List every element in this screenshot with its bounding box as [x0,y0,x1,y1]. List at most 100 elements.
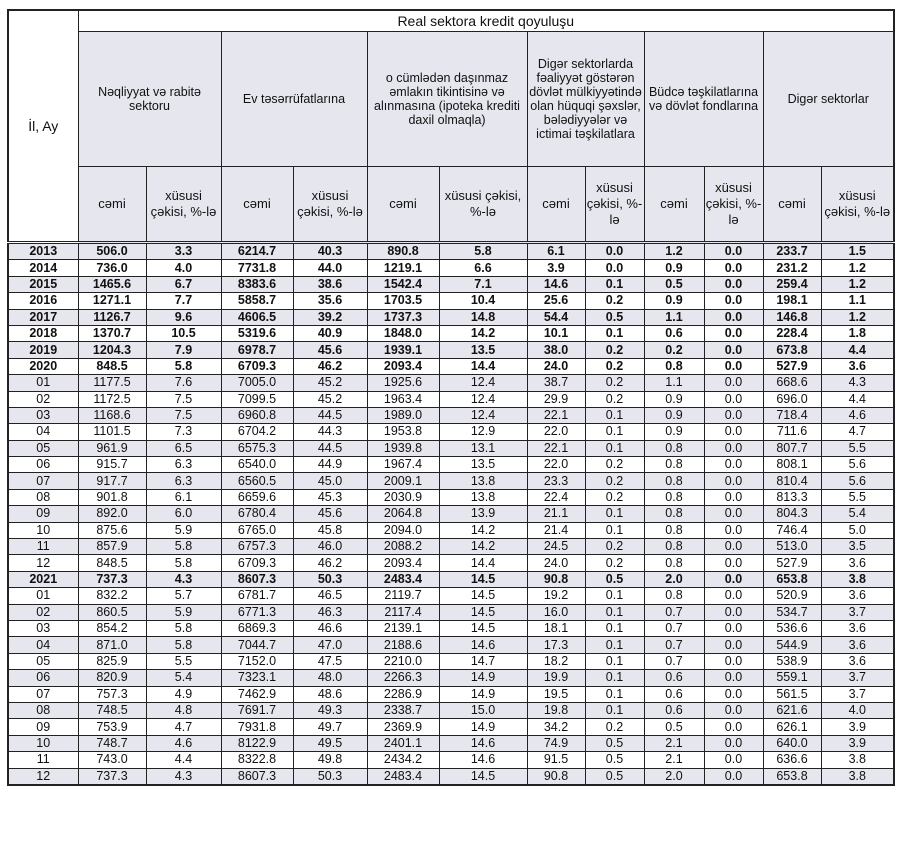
table-cell: 19.8 [526,701,586,720]
table-cell: 25.6 [526,292,586,310]
table-cell: 47.0 [292,636,368,654]
table-cell: 14.4 [438,554,528,572]
table-cell: 44.9 [292,456,368,474]
table-cell: 0.0 [703,505,764,523]
table-cell: 0.6 [643,669,705,687]
table-cell: 44.5 [292,406,368,425]
table-cell: 808.1 [762,456,822,474]
table-cell: 0.0 [703,390,764,408]
table-cell: 890.8 [366,240,440,261]
table-cell: 0.0 [703,423,764,441]
table-cell: 14.5 [438,767,528,786]
table-cell: 0.2 [584,472,645,490]
table-cell: 1204.3 [77,341,147,359]
table-cell: 0.2 [584,488,645,507]
table-row: 11 743.0 4.4 8322.8 49.8 2434.2 14.6 91.5 0.5 2.1… [7,751,895,769]
table-cell: 0.5 [584,751,645,769]
table-cell: 12.4 [438,374,528,392]
table-cell: 3.6 [820,619,895,638]
table-cell: 621.6 [762,701,822,720]
table-row: 10 748.7 4.6 8122.9 49.5 2401.1 14.6 74.9 0.5 2.1… [7,734,895,753]
table-cell: 3.8 [820,767,895,786]
table-cell: 561.5 [762,685,822,703]
table-row: 01 832.2 5.7 6781.7 46.5 2119.7 14.5 19.2 0.1 0.8… [7,587,895,605]
table-cell: 1967.4 [366,456,440,474]
table-cell: 21.4 [526,521,586,540]
table-cell: 49.3 [292,701,368,720]
table-cell: 23.3 [526,472,586,490]
table-cell: 24.0 [526,554,586,572]
table-cell: 13.1 [438,439,528,458]
table-cell: 5.4 [820,505,895,523]
table-cell: 0.7 [643,636,705,654]
table-cell: 7731.8 [220,259,294,277]
table-cell: 3.6 [820,357,895,376]
table-cell: 6214.7 [220,240,294,261]
table-cell: 91.5 [526,751,586,769]
table-cell: 3.7 [820,669,895,687]
share-header: xüsusi çəkisi, %-lə [145,166,222,243]
table-cell: 0.0 [703,275,764,294]
table-cell: 6960.8 [220,406,294,425]
table-cell: 4.4 [820,341,895,359]
table-cell: 0.0 [703,341,764,359]
table-cell: 0.8 [643,538,705,556]
table-cell: 39.2 [292,308,368,326]
table-cell: 0.2 [584,390,645,408]
table-row: 2014 736.0 4.0 7731.8 44.0 1219.1 6.6 3.9 0.0 0.9… [7,259,895,277]
table-cell: 2139.1 [366,619,440,638]
table-cell: 19.9 [526,669,586,687]
table-cell: 14.6 [438,636,528,654]
table-cell: 0.0 [703,240,764,261]
table-cell: 12.4 [438,406,528,425]
table-cell: 45.8 [292,521,368,540]
table-cell: 6765.0 [220,521,294,540]
table-cell: 3.9 [820,734,895,753]
table-cell: 901.8 [77,488,147,507]
table-cell: 1989.0 [366,406,440,425]
table-cell: 6659.6 [220,488,294,507]
row-label: 2021 [7,570,79,589]
table-cell: 3.8 [820,751,895,769]
table-cell: 875.6 [77,521,147,540]
table-cell: 5.8 [438,240,528,261]
table-cell: 0.0 [584,259,645,277]
table-cell: 0.0 [703,701,764,720]
table-cell: 2369.9 [366,718,440,736]
table-cell: 0.8 [643,505,705,523]
table-cell: 810.4 [762,472,822,490]
table-cell: 0.1 [584,603,645,621]
row-label: 10 [7,734,79,753]
table-cell: 21.1 [526,505,586,523]
table-cell: 3.6 [820,587,895,605]
table-cell: 34.2 [526,718,586,736]
table-cell: 0.0 [703,554,764,572]
table-cell: 4.7 [145,718,222,736]
table-cell: 653.8 [762,570,822,589]
table-cell: 1.2 [820,308,895,326]
table-cell: 6.0 [145,505,222,523]
credit-table: İl, Ay Real sektora kredit qoyuluşu Nəql… [7,9,896,786]
share-header: xüsusi çəkisi, %-lə [292,166,368,243]
table-cell: 0.1 [584,439,645,458]
table-cell: 146.8 [762,308,822,326]
table-cell: 0.5 [643,275,705,294]
table-cell: 0.0 [703,603,764,621]
table-cell: 860.5 [77,603,147,621]
table-cell: 0.2 [584,554,645,572]
table-cell: 1.8 [820,324,895,343]
table-cell: 45.0 [292,472,368,490]
table-cell: 1172.5 [77,390,147,408]
table-cell: 0.0 [703,669,764,687]
row-label: 2015 [7,275,79,294]
table-cell: 0.5 [584,734,645,753]
table-cell: 14.8 [438,308,528,326]
row-label: 01 [7,374,79,392]
table-row: 2020 848.5 5.8 6709.3 46.2 2093.4 14.4 24.0 0.2 0… [7,357,895,376]
table-cell: 0.0 [703,538,764,556]
table-cell: 14.9 [438,718,528,736]
table-cell: 2009.1 [366,472,440,490]
table-cell: 14.5 [438,587,528,605]
table-cell: 0.9 [643,292,705,310]
table-cell: 807.7 [762,439,822,458]
